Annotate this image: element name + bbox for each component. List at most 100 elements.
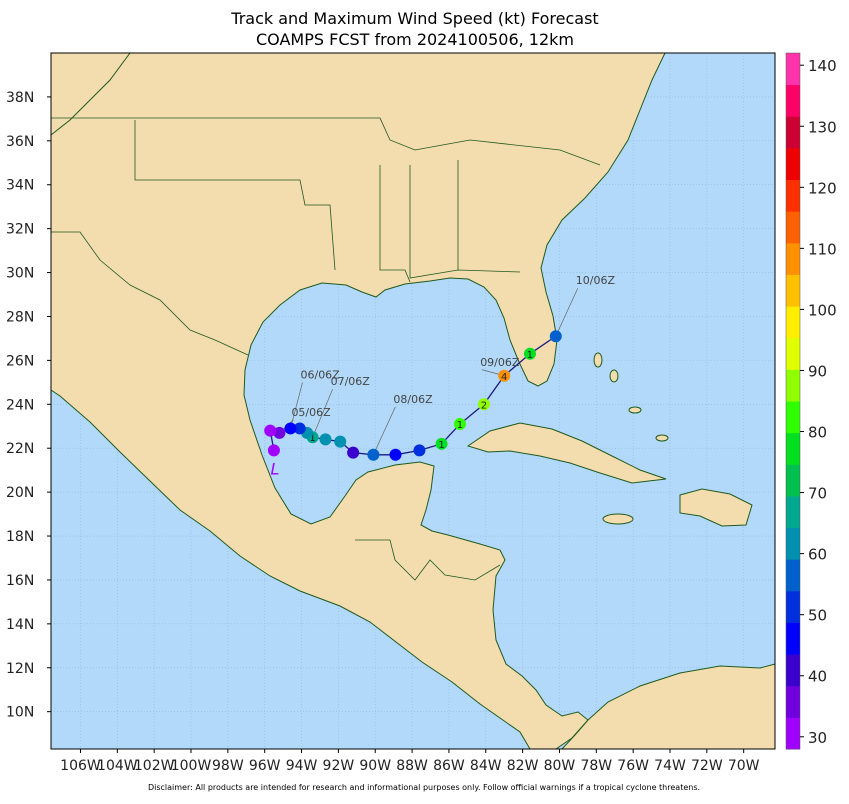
lon-tick-label: 70W: [728, 758, 760, 774]
colorbar-segment: [786, 179, 800, 212]
low-symbol: L: [270, 459, 279, 478]
colorbar-segment: [786, 337, 800, 370]
track-point: [284, 422, 297, 435]
colorbar-tick-label: 130: [808, 118, 837, 136]
lon-tick-label: 72W: [691, 758, 723, 774]
cuba: [466, 422, 667, 484]
lon-tick-label: 104W: [97, 758, 138, 774]
track-point: [413, 444, 426, 457]
state-border: [409, 165, 521, 279]
bahamas: [628, 406, 642, 414]
track-point: [498, 369, 511, 382]
north-central-america: [50, 52, 666, 750]
track-point: [273, 426, 286, 439]
hispaniola: [679, 488, 753, 527]
colorbar-segment: [786, 559, 800, 592]
colorbar-segment: [786, 147, 800, 181]
colorbar-segment: [786, 53, 800, 86]
lon-tick-label: 90W: [359, 758, 391, 774]
time-leader: [555, 288, 579, 337]
track-point: [367, 448, 380, 461]
colorbar-tick-label: 140: [808, 57, 837, 75]
lat-tick-label: 20N: [6, 485, 34, 501]
colorbar-tick-label: 40: [808, 668, 827, 686]
colorbar-segment: [786, 685, 800, 718]
colorbar-tick-label: 90: [808, 362, 827, 380]
track-point: [347, 446, 360, 459]
lon-tick-label: 82W: [507, 758, 539, 774]
category-label: 1: [527, 350, 533, 361]
lon-tick-label: 96W: [249, 758, 281, 774]
track-point: [319, 433, 332, 446]
lat-tick-label: 26N: [6, 353, 34, 369]
lon-tick-label: 88W: [396, 758, 428, 774]
colorbar-tick-label: 30: [808, 729, 827, 747]
lat-tick-label: 16N: [6, 573, 34, 589]
colorbar-segment: [786, 527, 800, 560]
lat-tick-label: 28N: [6, 309, 34, 325]
colorbar-segment: [786, 432, 800, 465]
disclaimer: Disclaimer: All products are intended fo…: [148, 783, 700, 792]
colorbar-tick-label: 100: [808, 301, 837, 319]
lon-tick-label: 84W: [470, 758, 502, 774]
jamaica: [602, 513, 634, 525]
category-label: 2: [481, 400, 487, 411]
colorbar-segment: [786, 654, 800, 687]
lon-tick-label: 78W: [580, 758, 612, 774]
colorbar-segment: [786, 495, 800, 529]
lon-tick-label: 76W: [617, 758, 649, 774]
colorbar-segment: [786, 84, 800, 117]
bahamas: [655, 434, 669, 442]
us-mexico-border: [51, 231, 249, 356]
state-border: [51, 117, 601, 166]
track-point: [334, 435, 347, 448]
colorbar-frame: [785, 52, 801, 750]
lon-tick-label: 94W: [286, 758, 318, 774]
lon-tick-label: 86W: [433, 758, 465, 774]
lon-tick-label: 92W: [323, 758, 355, 774]
lon-tick-label: 102W: [134, 758, 175, 774]
lon-tick-label: 74W: [654, 758, 686, 774]
bahamas: [609, 369, 619, 383]
lat-tick-label: 24N: [6, 397, 34, 413]
time-label: 08/06Z: [393, 393, 433, 406]
lon-tick-label: 100W: [171, 758, 212, 774]
track-point: [549, 330, 562, 343]
central-america-border: [355, 539, 501, 581]
colorbar-tick-label: 50: [808, 607, 827, 625]
colorbar-segment: [786, 242, 800, 275]
track-point: [453, 418, 466, 431]
track-point: [435, 437, 448, 450]
time-label: 07/06Z: [331, 375, 371, 388]
category-label: 1: [438, 440, 444, 451]
state-border: [134, 120, 336, 271]
category-label: 1: [457, 420, 463, 431]
track-point: [523, 347, 536, 360]
state-border: [379, 165, 411, 283]
track-point: [293, 422, 306, 435]
colorbar-segment: [786, 401, 800, 434]
lat-tick-label: 30N: [6, 266, 34, 282]
colorbar-segment: [786, 306, 800, 339]
track-point: [264, 424, 277, 437]
time-label: 06/06Z: [300, 368, 340, 381]
track-point: [389, 448, 402, 461]
lon-tick-label: 98W: [212, 758, 244, 774]
colorbar-tick-label: 70: [808, 485, 827, 503]
track-point: [477, 398, 490, 411]
colorbar-segment: [786, 369, 800, 402]
title: Track and Maximum Wind Speed (kt) Foreca…: [230, 9, 598, 28]
map-frame: [50, 52, 776, 750]
subtitle: COAMPS FCST from 2024100506, 12km: [256, 30, 574, 49]
colorbar-segment: [786, 274, 800, 307]
colorbar-tick-label: 120: [808, 179, 837, 197]
category-label: 1: [309, 433, 315, 444]
time-label: 05/06Z: [291, 406, 331, 419]
lat-tick-label: 38N: [6, 90, 34, 106]
lat-tick-label: 36N: [6, 134, 34, 150]
bahamas: [593, 352, 603, 368]
lat-tick-label: 12N: [6, 661, 34, 677]
lat-tick-label: 14N: [6, 617, 34, 633]
